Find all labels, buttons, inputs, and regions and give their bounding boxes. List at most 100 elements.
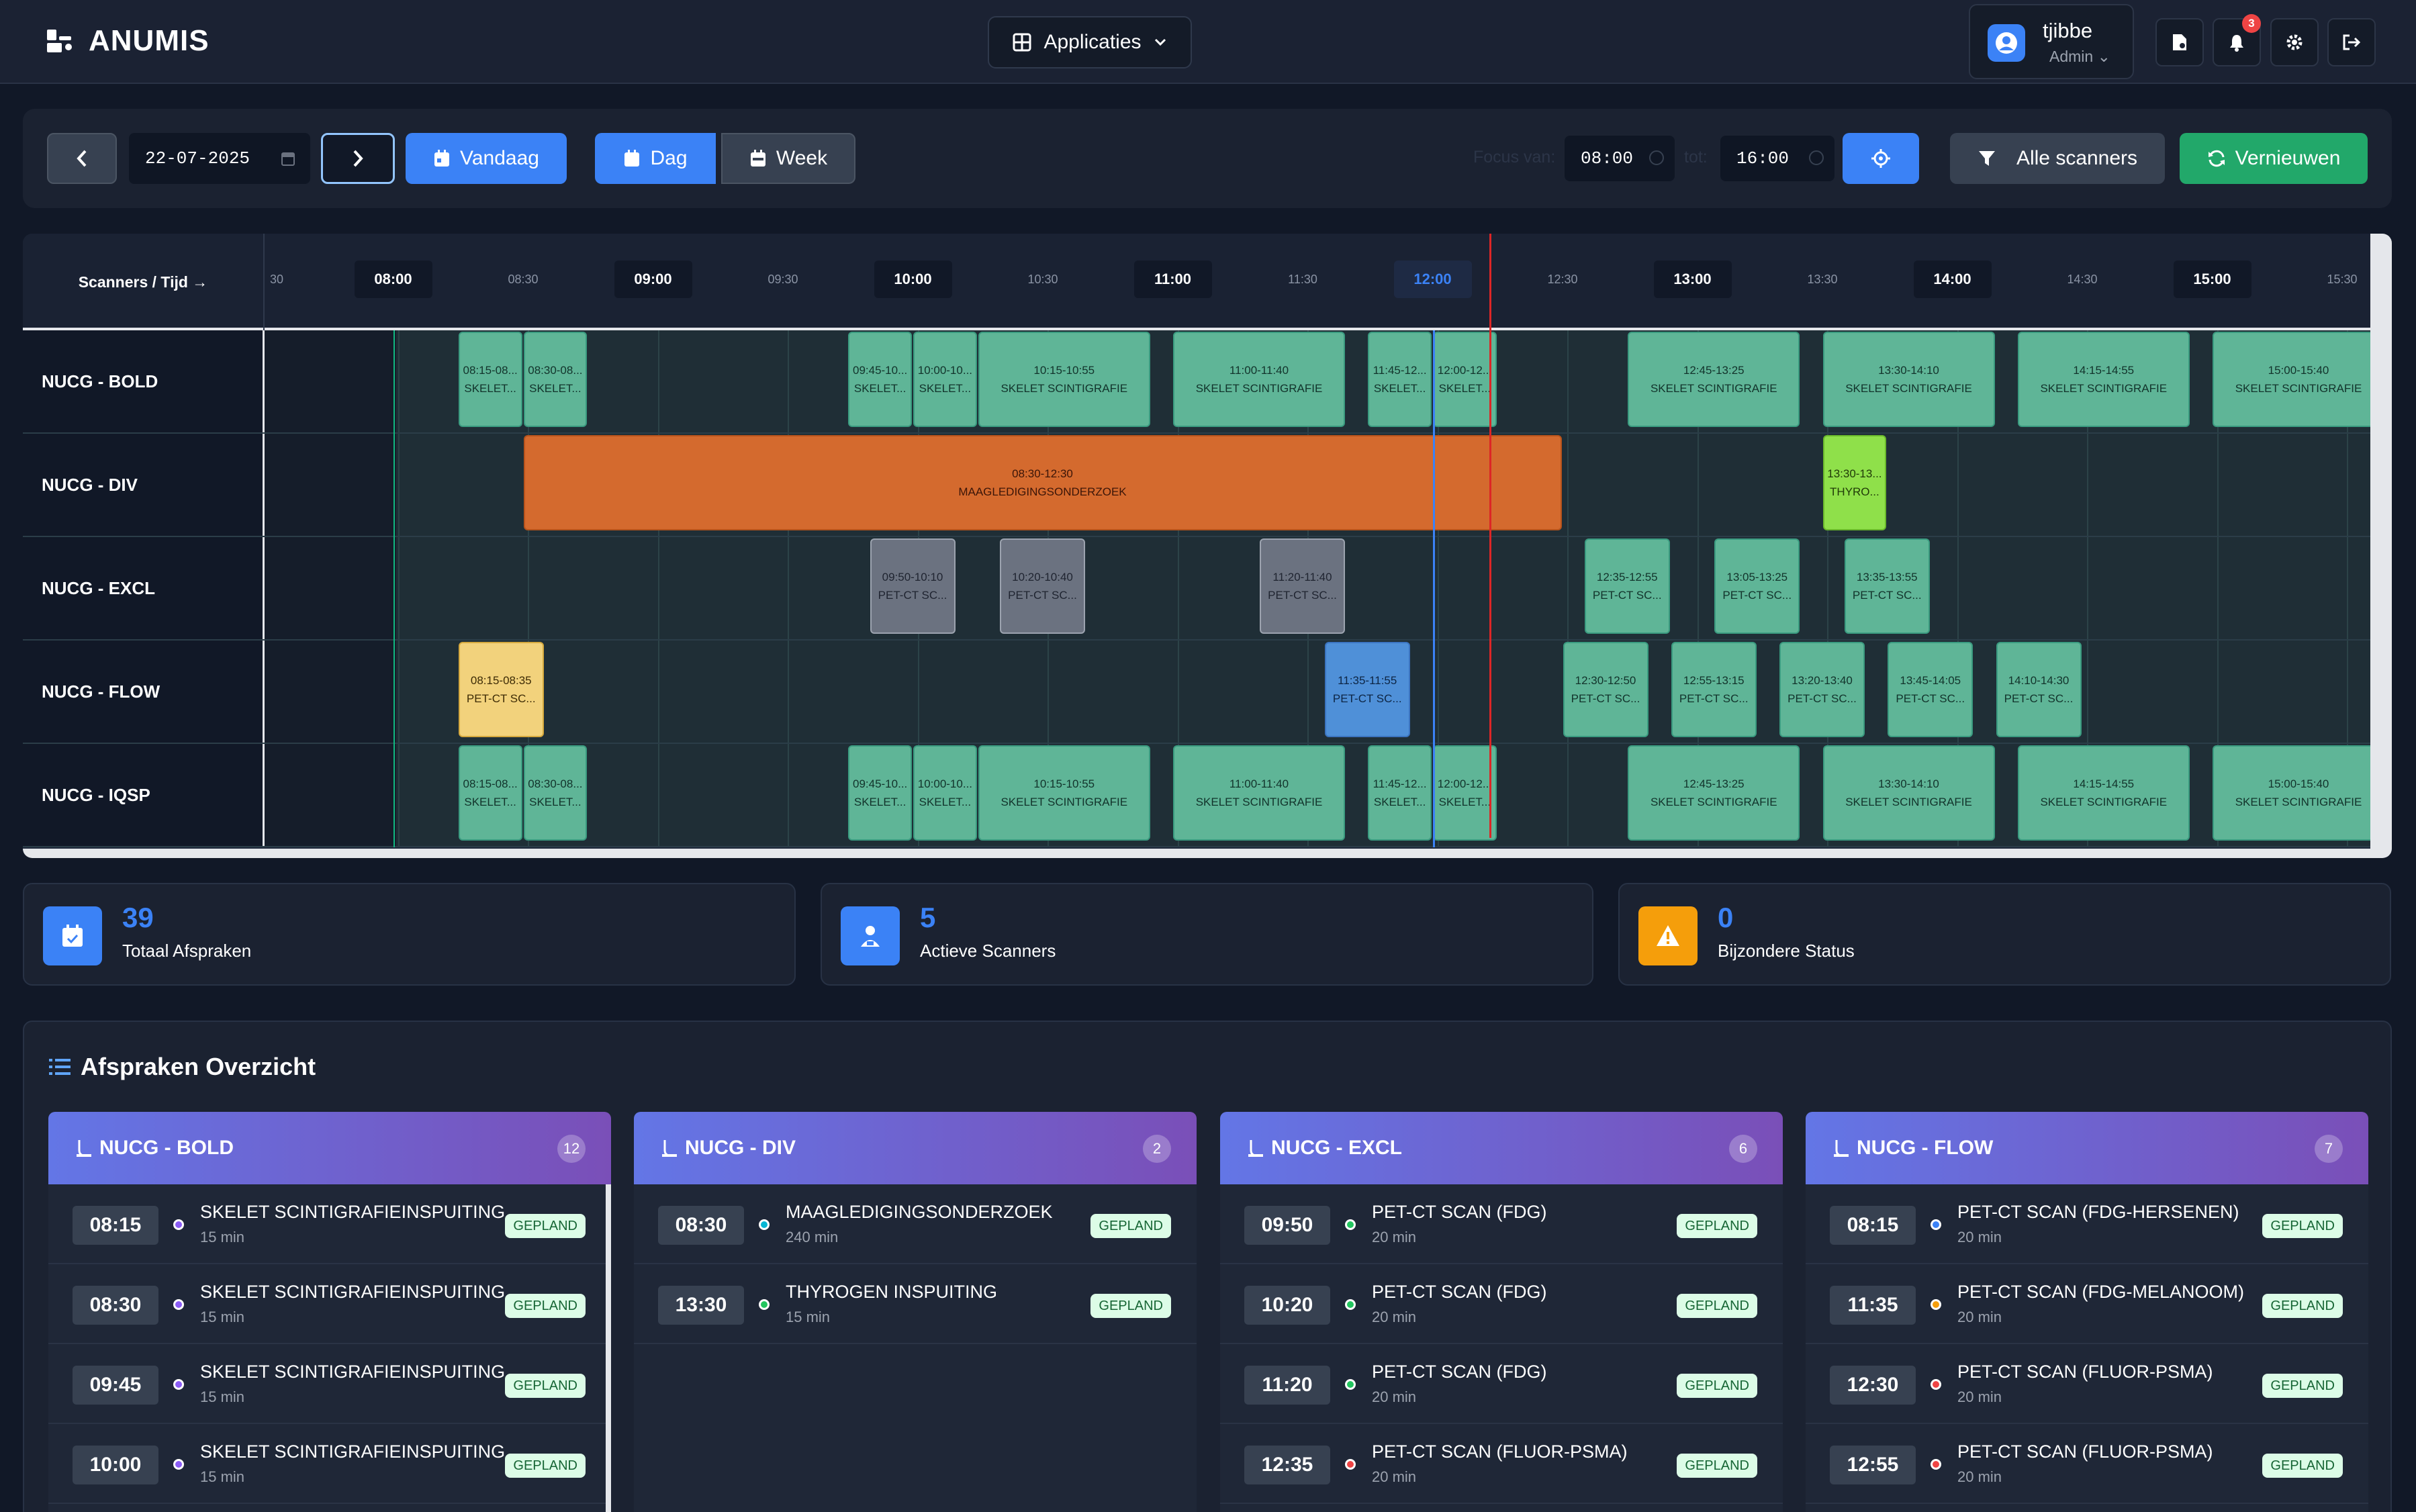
view-day-tab[interactable]: Dag xyxy=(595,133,716,184)
appointment-block[interactable]: 08:30-08... SKELET... xyxy=(523,332,588,427)
calendar-check-icon xyxy=(43,906,102,965)
appointment-list-item[interactable]: 10:20 PET-CT SCAN (FDG) 20 min GEPLAND xyxy=(1220,1264,1783,1344)
focus-now-button[interactable] xyxy=(1843,133,1919,184)
applications-dropdown[interactable]: Applicaties xyxy=(988,16,1192,68)
appointment-block[interactable]: 13:05-13:25 PET-CT SC... xyxy=(1714,538,1800,634)
appointment-block[interactable]: 11:00-11:40 SKELET SCINTIGRAFIE xyxy=(1173,332,1345,427)
appointment-block[interactable]: 09:50-10:10 PET-CT SC... xyxy=(870,538,956,634)
appointment-block[interactable]: 13:35-13:55 PET-CT SC... xyxy=(1844,538,1930,634)
appointment-label: PET-CT SC... xyxy=(1332,692,1402,705)
grid-icon xyxy=(1013,33,1031,52)
vertical-scrollbar[interactable] xyxy=(2370,234,2392,858)
appointment-label: SKELET SCINTIGRAFIE xyxy=(2040,382,2168,395)
scanner-timeline[interactable]: 08:15-08:35 PET-CT SC... 11:35-11:55 PET-CT… xyxy=(265,641,2370,743)
appointment-list-item[interactable]: 10:00 SKELET SCINTIGRAFIEINSPUITING 15 min… xyxy=(48,1424,611,1504)
grid-line xyxy=(788,330,789,432)
calendar-icon xyxy=(281,152,295,166)
appointment-list-item[interactable]: 09:50 PET-CT SCAN (FDG) 20 min GEPLAND xyxy=(1220,1184,1783,1264)
card-scrollbar[interactable] xyxy=(606,1184,611,1512)
appointment-block[interactable]: 13:20-13:40 PET-CT SC... xyxy=(1779,642,1865,737)
appointment-list-item[interactable]: 13:30 THYROGEN INSPUITING 15 min GEPLAND xyxy=(634,1264,1197,1344)
appointment-block[interactable]: 14:10-14:30 PET-CT SC... xyxy=(1996,642,2082,737)
user-menu[interactable]: tjibbe Admin ⌄ xyxy=(1969,4,2134,79)
appointment-list-item[interactable]: 08:15 SKELET SCINTIGRAFIEINSPUITING 15 min… xyxy=(48,1184,611,1264)
appointment-block[interactable]: 09:45-10... SKELET... xyxy=(848,332,912,427)
appointment-title: PET-CT SCAN (FLUOR-PSMA) xyxy=(1957,1362,2213,1382)
view-week-tab[interactable]: Week xyxy=(721,133,855,184)
appointment-list-item[interactable]: 11:35 PET-CT SCAN (FDG-MELANOOM) 20 min GEP… xyxy=(1806,1264,2368,1344)
next-day-button[interactable] xyxy=(321,133,395,184)
appointment-time-chip: 08:15 xyxy=(73,1206,158,1245)
appointment-block[interactable]: 08:30-08... SKELET... xyxy=(523,745,588,841)
scanner-name[interactable]: NUCG - IQSP xyxy=(23,744,265,846)
date-input[interactable]: 22-07-2025 xyxy=(129,133,310,184)
appointment-block[interactable]: 12:00-12... SKELET... xyxy=(1433,745,1497,841)
scanner-name[interactable]: NUCG - BOLD xyxy=(23,330,265,432)
logout-button[interactable] xyxy=(2327,18,2376,66)
appointment-label: PET-CT SC... xyxy=(1592,589,1662,602)
appointment-list-item[interactable]: 08:30 MAAGLEDIGINGSONDERZOEK 240 min GEPLAN… xyxy=(634,1184,1197,1264)
reports-button[interactable] xyxy=(2155,18,2204,66)
scanner-timeline[interactable]: 08:15-08... SKELET... 08:30-08... SKELET...… xyxy=(265,330,2384,432)
horizontal-scrollbar[interactable] xyxy=(23,849,2370,858)
appointment-block[interactable]: 09:45-10... SKELET... xyxy=(848,745,912,841)
appointment-block[interactable]: 13:45-14:05 PET-CT SC... xyxy=(1888,642,1973,737)
appointment-block[interactable]: 13:30-14:10 SKELET SCINTIGRAFIE xyxy=(1822,332,1995,427)
scanner-name[interactable]: NUCG - FLOW xyxy=(23,641,265,743)
appointment-block[interactable]: 11:00-11:40 SKELET SCINTIGRAFIE xyxy=(1173,745,1345,841)
appointment-list-item[interactable]: 08:30 SKELET SCINTIGRAFIEINSPUITING 15 min… xyxy=(48,1264,611,1344)
appointment-block[interactable]: 15:00-15:40 SKELET SCINTIGRAFIE xyxy=(2213,332,2384,427)
appointment-block[interactable]: 10:15-10:55 SKELET SCINTIGRAFIE xyxy=(978,332,1150,427)
appointment-list-item[interactable]: 09:45 SKELET SCINTIGRAFIEINSPUITING 15 min… xyxy=(48,1344,611,1424)
appointment-block[interactable]: 12:55-13:15 PET-CT SC... xyxy=(1671,642,1757,737)
appointment-block[interactable]: 08:15-08:35 PET-CT SC... xyxy=(458,642,544,737)
appointment-block[interactable]: 14:15-14:55 SKELET SCINTIGRAFIE xyxy=(2017,332,2190,427)
today-button[interactable]: Vandaag xyxy=(406,133,567,184)
notifications-button[interactable]: 3 xyxy=(2213,14,2261,66)
appointment-block[interactable]: 12:00-12... SKELET... xyxy=(1433,332,1497,427)
appointment-block[interactable]: 12:45-13:25 SKELET SCINTIGRAFIE xyxy=(1628,332,1800,427)
focus-to-input[interactable]: 16:00 xyxy=(1720,136,1834,181)
appointment-block[interactable]: 12:35-12:55 PET-CT SC... xyxy=(1584,538,1670,634)
focus-from-input[interactable]: 08:00 xyxy=(1565,136,1675,181)
appointment-list-item[interactable]: 11:20 PET-CT SCAN (FDG) 20 min GEPLAND xyxy=(1220,1344,1783,1424)
appointment-block[interactable]: 11:20-11:40 PET-CT SC... xyxy=(1260,538,1345,634)
appointment-block[interactable]: 10:15-10:55 SKELET SCINTIGRAFIE xyxy=(978,745,1150,841)
appointment-time-chip: 09:45 xyxy=(73,1366,158,1405)
appointment-block[interactable]: 15:00-15:40 SKELET SCINTIGRAFIE xyxy=(2213,745,2384,841)
appointment-block[interactable]: 12:45-13:25 SKELET SCINTIGRAFIE xyxy=(1628,745,1800,841)
scanner-filter-button[interactable]: Alle scanners xyxy=(1950,133,2165,184)
appointment-block[interactable]: 10:00-10... SKELET... xyxy=(913,745,977,841)
scanner-timeline[interactable]: 09:50-10:10 PET-CT SC... 10:20-10:40 PET-CT… xyxy=(265,537,2370,639)
appointment-block[interactable]: 12:30-12:50 PET-CT SC... xyxy=(1563,642,1648,737)
appointment-block[interactable]: 11:45-12... SKELET... xyxy=(1368,745,1432,841)
appointment-block[interactable]: 10:00-10... SKELET... xyxy=(913,332,977,427)
refresh-button[interactable]: Vernieuwen xyxy=(2180,133,2368,184)
appointment-block[interactable]: 11:35-11:55 PET-CT SC... xyxy=(1324,642,1410,737)
appointment-block[interactable]: 08:15-08... SKELET... xyxy=(458,332,522,427)
appointment-list-item[interactable]: 12:55 PET-CT SCAN (FLUOR-PSMA) 20 min GEPLA… xyxy=(1806,1424,2368,1504)
scanner-appointments-card: NUCG - EXCL 6 09:50 PET-CT SCAN (FDG) 20 min… xyxy=(1220,1112,1783,1512)
appointment-block[interactable]: 10:20-10:40 PET-CT SC... xyxy=(1000,538,1085,634)
appointment-label: SKELET SCINTIGRAFIE xyxy=(1845,382,1972,395)
previous-day-button[interactable] xyxy=(47,133,117,184)
appointment-block[interactable]: 08:15-08... SKELET... xyxy=(458,745,522,841)
appointment-time-chip: 08:30 xyxy=(73,1286,158,1325)
appointment-block[interactable]: 08:30-12:30 MAAGLEDIGINGSONDERZOEK xyxy=(523,435,1562,530)
status-dot xyxy=(759,1219,770,1230)
app-logo[interactable]: ANUMIS xyxy=(46,24,210,58)
appointment-list-item[interactable]: 08:15 PET-CT SCAN (FDG-HERSENEN) 20 min GEP… xyxy=(1806,1184,2368,1264)
appointment-block[interactable]: 11:45-12... SKELET... xyxy=(1368,332,1432,427)
scanner-timeline[interactable]: 08:30-12:30 MAAGLEDIGINGSONDERZOEK 13:30-1… xyxy=(265,434,2370,536)
scanner-timeline[interactable]: 08:15-08... SKELET... 08:30-08... SKELET...… xyxy=(265,744,2384,846)
scanner-name[interactable]: NUCG - DIV xyxy=(23,434,265,536)
appointment-block[interactable]: 14:15-14:55 SKELET SCINTIGRAFIE xyxy=(2017,745,2190,841)
settings-button[interactable] xyxy=(2270,18,2319,66)
appointment-list-item[interactable]: 12:35 PET-CT SCAN (FLUOR-PSMA) 20 min GEPLA… xyxy=(1220,1424,1783,1504)
appointment-block[interactable]: 13:30-13... THYRO... xyxy=(1822,435,1887,530)
appointment-list-item[interactable]: 12:30 PET-CT SCAN (FLUOR-PSMA) 20 min GEPLA… xyxy=(1806,1344,2368,1424)
status-dot xyxy=(1931,1459,1941,1470)
appointment-block[interactable]: 13:30-14:10 SKELET SCINTIGRAFIE xyxy=(1822,745,1995,841)
grid-line xyxy=(788,537,789,639)
scanner-name[interactable]: NUCG - EXCL xyxy=(23,537,265,639)
